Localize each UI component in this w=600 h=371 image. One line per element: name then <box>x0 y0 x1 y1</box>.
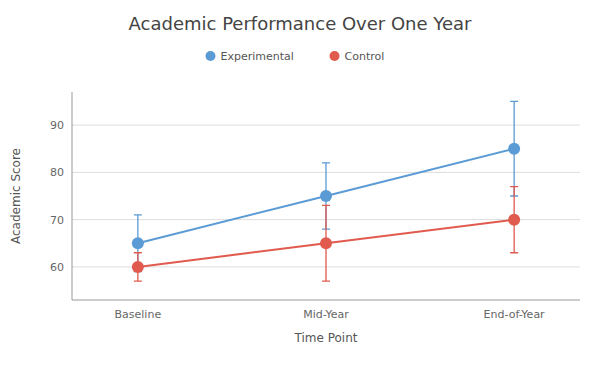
chart-container: Academic Performance Over One Year 60 70 80… <box>0 0 600 371</box>
plot-area <box>132 101 520 281</box>
legend-swatch <box>330 51 340 61</box>
legend-label: Experimental <box>221 50 294 63</box>
y-axis-label: Academic Score <box>9 148 23 244</box>
x-tick-label: End-of-Year <box>484 308 546 321</box>
grid-line <box>72 125 580 126</box>
title: Academic Performance Over One Year <box>129 13 472 34</box>
series <box>132 101 520 271</box>
x-axis-line <box>72 300 580 301</box>
y-tick-label: 60 <box>50 261 64 274</box>
legend: Experimental Control <box>206 50 385 63</box>
marker <box>320 190 332 202</box>
y-tick-label: 80 <box>50 166 64 179</box>
y-axis-line <box>72 92 73 300</box>
x-tick-label: Mid-Year <box>303 308 349 321</box>
x-axis-label: Time Point <box>294 331 358 345</box>
chart: Academic Performance Over One Year 60 70 80… <box>0 0 600 371</box>
marker <box>508 214 520 226</box>
y-tick-label: 70 <box>50 214 64 227</box>
y-tick-label: 90 <box>50 119 64 132</box>
x-tick-label: Baseline <box>115 308 162 321</box>
marker <box>320 237 332 249</box>
marker <box>132 261 144 273</box>
marker <box>132 237 144 249</box>
legend-swatch <box>206 51 216 61</box>
grid <box>72 125 580 267</box>
legend-label: Control <box>345 50 385 63</box>
marker <box>508 143 520 155</box>
series <box>132 187 520 282</box>
